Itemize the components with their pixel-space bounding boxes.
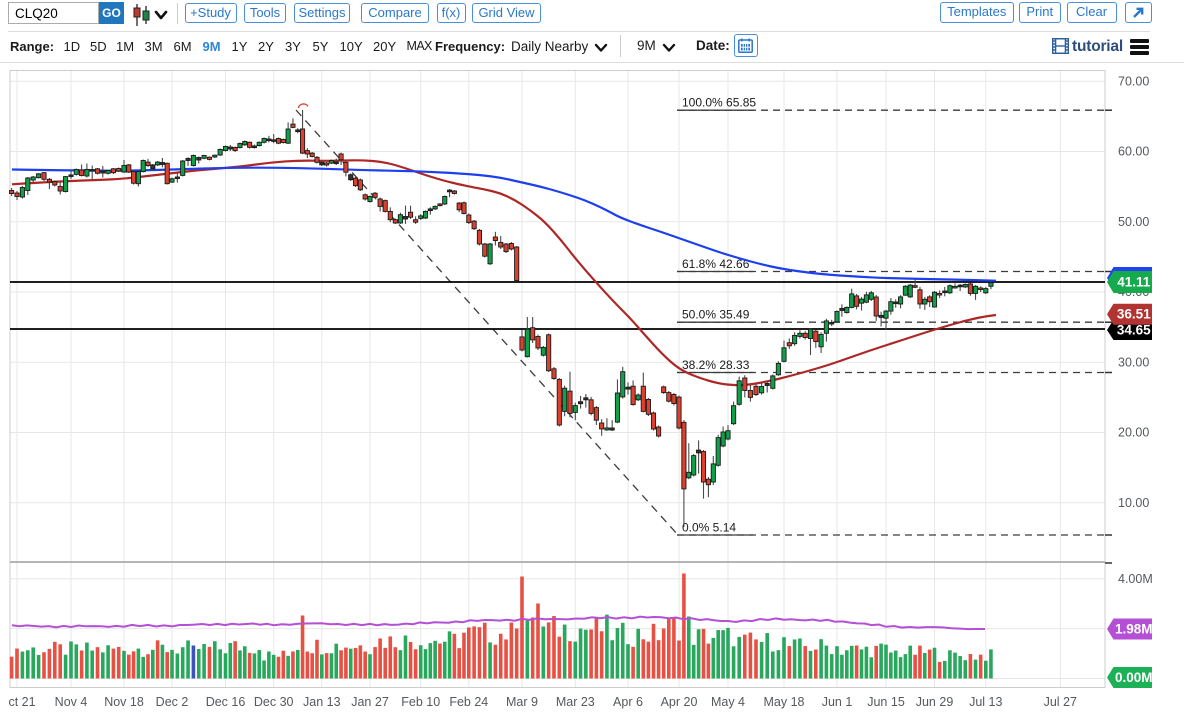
svg-text:61.8% 42.66: 61.8% 42.66 xyxy=(682,257,750,271)
svg-text:34.65: 34.65 xyxy=(1117,323,1151,338)
svg-text:Jul 13: Jul 13 xyxy=(969,695,1002,709)
svg-text:10.00: 10.00 xyxy=(1118,496,1149,510)
svg-text:Jul 27: Jul 27 xyxy=(1044,695,1077,709)
svg-text:Nov 4: Nov 4 xyxy=(55,695,88,709)
svg-text:Apr 20: Apr 20 xyxy=(661,695,698,709)
svg-text:Mar 23: Mar 23 xyxy=(556,695,595,709)
svg-text:70.00: 70.00 xyxy=(1118,75,1149,89)
svg-text:30.00: 30.00 xyxy=(1118,355,1149,369)
svg-text:60.00: 60.00 xyxy=(1118,145,1149,159)
svg-text:Feb 24: Feb 24 xyxy=(449,695,488,709)
svg-text:50.0% 35.49: 50.0% 35.49 xyxy=(682,308,750,322)
svg-text:1.98M: 1.98M xyxy=(1115,622,1153,637)
svg-text:Jan 13: Jan 13 xyxy=(303,695,341,709)
svg-text:Nov 18: Nov 18 xyxy=(104,695,144,709)
svg-text:0.0% 5.14: 0.0% 5.14 xyxy=(682,521,736,535)
svg-text:Dec 2: Dec 2 xyxy=(156,695,189,709)
svg-text:Jun 15: Jun 15 xyxy=(867,695,905,709)
svg-text:36.51: 36.51 xyxy=(1117,307,1151,322)
svg-text:38.2% 28.33: 38.2% 28.33 xyxy=(682,358,750,372)
svg-text:Jun 1: Jun 1 xyxy=(822,695,853,709)
svg-text:100.0% 65.85: 100.0% 65.85 xyxy=(682,96,756,110)
svg-text:May 18: May 18 xyxy=(764,695,805,709)
svg-text:Dec 30: Dec 30 xyxy=(254,695,294,709)
svg-text:Apr 6: Apr 6 xyxy=(613,695,643,709)
svg-text:Mar 9: Mar 9 xyxy=(506,695,538,709)
svg-text:50.00: 50.00 xyxy=(1118,215,1149,229)
svg-text:4.00M: 4.00M xyxy=(1118,572,1153,586)
svg-text:Jun 29: Jun 29 xyxy=(916,695,954,709)
svg-text:Jan 27: Jan 27 xyxy=(351,695,389,709)
svg-text:20.00: 20.00 xyxy=(1118,426,1149,440)
svg-text:May 4: May 4 xyxy=(711,695,745,709)
svg-text:41.11: 41.11 xyxy=(1117,275,1151,290)
svg-text:ct 21: ct 21 xyxy=(8,695,35,709)
svg-text:0.00M: 0.00M xyxy=(1115,670,1153,685)
svg-text:Feb 10: Feb 10 xyxy=(401,695,440,709)
svg-text:Dec 16: Dec 16 xyxy=(206,695,246,709)
